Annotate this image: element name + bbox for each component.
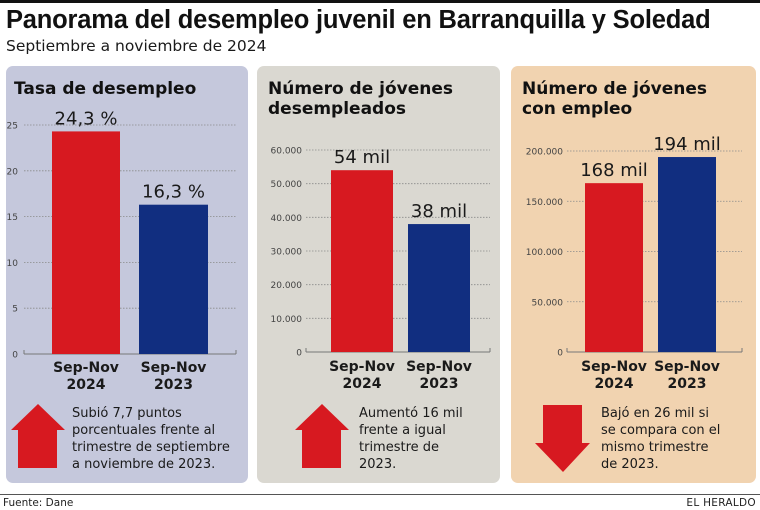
- chart-2-title-line-2: desempleados: [268, 99, 407, 119]
- bar-2023: [139, 204, 208, 354]
- note-line: mismo trimestre: [601, 440, 709, 455]
- top-rule: [0, 0, 760, 3]
- note-line: trimestre de septiembre: [72, 440, 230, 455]
- bar-2024: [585, 183, 643, 352]
- y-tick-label: 100.000: [526, 248, 563, 258]
- x-tick-label: Sep-Nov: [581, 359, 647, 375]
- x-tick-label: 2024: [343, 376, 382, 392]
- chart-3-title: Número de jóvenes con empleo: [522, 79, 707, 119]
- note-line: porcentuales frente al: [72, 423, 216, 438]
- x-tick-label: Sep-Nov: [53, 360, 119, 376]
- y-tick-label: 50.000: [271, 180, 303, 190]
- y-tick-label: 0: [296, 349, 302, 359]
- page-title: Panorama del desempleo juvenil en Barran…: [6, 6, 711, 34]
- y-tick-label: 150.000: [526, 198, 563, 208]
- x-tick-label: 2024: [595, 376, 634, 392]
- y-tick-label: 30.000: [271, 248, 303, 258]
- note-line: Subió 7,7 puntos: [72, 406, 182, 421]
- x-tick-label: 2023: [154, 377, 193, 393]
- source-credit: Fuente: Dane: [3, 497, 74, 509]
- data-label: 168 mil: [580, 160, 648, 181]
- data-label: 24,3 %: [55, 108, 118, 129]
- note-line: de 2023.: [601, 457, 659, 472]
- chart-1-note: Subió 7,7 puntos porcentuales frente al …: [72, 405, 230, 473]
- note-line: Bajó en 26 mil si: [601, 406, 710, 421]
- y-tick-label: 10: [7, 259, 19, 269]
- y-tick-label: 50.000: [532, 298, 564, 308]
- chart-3-note: Bajó en 26 mil si se compara con el mism…: [601, 405, 720, 473]
- data-label: 194 mil: [653, 134, 721, 155]
- footer-rule: [0, 494, 760, 495]
- chart-1-title: Tasa de desempleo: [14, 79, 197, 99]
- y-tick-label: 10.000: [271, 315, 303, 325]
- y-tick-label: 0: [557, 349, 563, 359]
- bar-2024: [331, 170, 393, 352]
- y-tick-label: 25: [7, 122, 18, 132]
- chart-2-title: Número de jóvenes desempleados: [268, 79, 453, 119]
- data-label: 38 mil: [411, 201, 467, 222]
- arrow-up-icon: [295, 404, 349, 468]
- y-tick-label: 20.000: [271, 281, 303, 291]
- chart-3-title-line-2: con empleo: [522, 99, 633, 119]
- note-line: se compara con el: [601, 423, 721, 438]
- chart-2-note: Aumentó 16 mil frente a igual trimestre …: [359, 405, 463, 473]
- bar-2024: [52, 131, 120, 354]
- chart-3-title-line-1: Número de jóvenes: [522, 79, 708, 99]
- x-tick-label: Sep-Nov: [654, 359, 720, 375]
- y-tick-label: 200.000: [526, 148, 563, 158]
- data-label: 16,3 %: [142, 182, 205, 203]
- note-line: trimestre de: [359, 440, 440, 455]
- x-tick-label: Sep-Nov: [329, 359, 395, 375]
- y-tick-label: 40.000: [271, 214, 303, 224]
- x-tick-label: 2023: [668, 376, 707, 392]
- data-label: 54 mil: [334, 147, 390, 168]
- y-tick-label: 15: [7, 213, 18, 223]
- note-line: 2023.: [359, 457, 397, 472]
- note-line: Aumentó 16 mil: [359, 406, 463, 421]
- x-tick-label: 2023: [420, 376, 459, 392]
- chart-2-title-line-1: Número de jóvenes: [268, 79, 454, 99]
- x-tick-label: Sep-Nov: [406, 359, 472, 375]
- arrow-up-icon: [11, 404, 65, 468]
- y-tick-label: 5: [12, 305, 18, 315]
- y-tick-label: 0: [12, 351, 18, 361]
- x-tick-label: Sep-Nov: [141, 360, 207, 376]
- y-tick-label: 60.000: [271, 147, 303, 157]
- bar-2023: [408, 224, 470, 352]
- arrow-down-icon: [535, 405, 590, 472]
- note-line: frente a igual: [359, 423, 446, 438]
- y-tick-label: 20: [7, 167, 19, 177]
- publisher-brand: EL HERALDO: [686, 497, 756, 509]
- x-tick-label: 2024: [67, 377, 106, 393]
- note-line: a noviembre de 2023.: [72, 457, 216, 472]
- bar-2023: [658, 157, 716, 352]
- page-subtitle: Septiembre a noviembre de 2024: [6, 37, 267, 55]
